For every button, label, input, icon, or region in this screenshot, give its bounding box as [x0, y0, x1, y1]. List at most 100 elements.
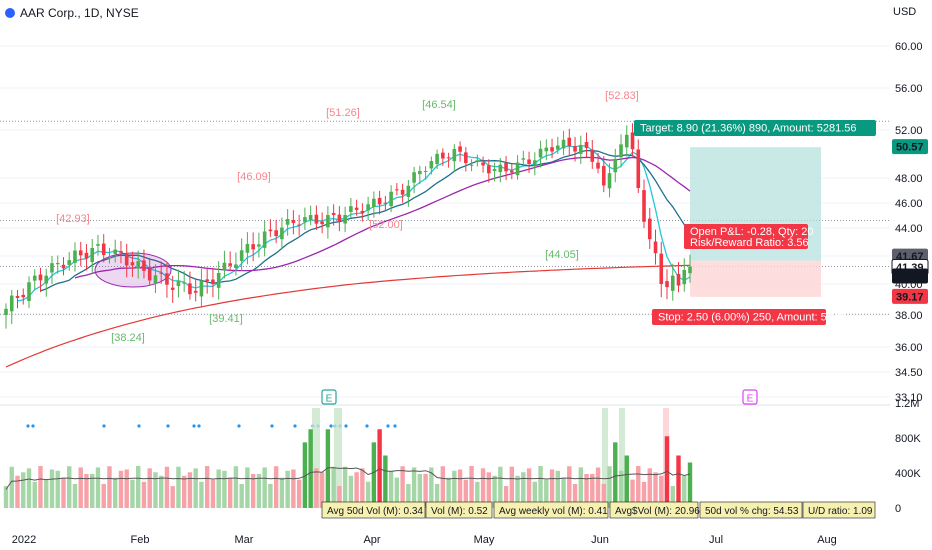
volume-bar: [532, 481, 538, 508]
candle-body: [647, 218, 652, 240]
volume-bar: [423, 473, 428, 508]
volume-bar: [136, 466, 141, 508]
consolidation-ellipse: [94, 252, 172, 288]
volume-bar: [463, 479, 469, 508]
candle-body: [21, 294, 26, 298]
candle-body: [446, 157, 451, 159]
candle-body: [147, 268, 152, 281]
candle-body: [44, 275, 49, 284]
volume-tick-label: 400K: [895, 468, 921, 480]
volume-bar: [61, 477, 66, 508]
volume-bar: [72, 483, 78, 508]
axis-tag-label: 41.25: [896, 271, 924, 283]
volume-bar: [515, 475, 520, 508]
volume-bar: [331, 466, 336, 508]
volume-bar: [503, 486, 509, 508]
stop-label-bg: [652, 309, 826, 325]
candle-body: [469, 164, 474, 166]
candle-body: [90, 247, 95, 263]
volume-bar: [118, 470, 124, 508]
candle-body: [412, 172, 416, 183]
volume-stat-box: [802, 501, 876, 519]
candle-body: [142, 260, 146, 271]
swing-label: [38.24]: [111, 332, 145, 344]
swing-label: [46.54]: [422, 99, 456, 111]
candle-body: [481, 162, 485, 166]
volume-bar: [44, 479, 49, 508]
volume-bar: [641, 481, 647, 508]
signal-dot: [365, 424, 369, 428]
swing-label: [46.09]: [237, 171, 271, 183]
time-axis-label: May: [474, 534, 495, 546]
volume-bar: [291, 469, 296, 508]
volume-bar: [411, 467, 417, 508]
volume-bar: [584, 473, 589, 508]
volume-bar: [388, 470, 394, 508]
price-tick-label: 52.00: [895, 125, 923, 137]
pnl-label: Open P&L: -0.28, Qty: 20: [690, 226, 814, 238]
price-tick-label: 46.00: [895, 198, 923, 210]
candle-body: [119, 251, 123, 253]
volume-bar: [440, 466, 446, 508]
signal-dot: [293, 424, 297, 428]
candle-body: [326, 215, 330, 228]
volume-bar: [526, 468, 532, 508]
volume-stat-box: [609, 501, 699, 519]
volume-tick-label: 800K: [895, 433, 921, 445]
volume-stat-label: U/D ratio: 1.09: [808, 506, 873, 517]
earnings-marker[interactable]: [742, 389, 758, 405]
volume-bar: [561, 477, 566, 508]
signal-dot: [393, 424, 397, 428]
volume-bar: [446, 477, 451, 508]
price-tick-label: 44.00: [895, 223, 923, 235]
swing-price-labels: [42.93] [38.24] [46.09] [39.41] [51.26] [46.5…: [56, 90, 639, 344]
volume-bar: [486, 472, 492, 508]
candle-body: [274, 230, 278, 237]
volume-bar: [245, 467, 250, 508]
signal-dot: [197, 424, 201, 428]
candle-body: [9, 295, 14, 312]
volume-bar: [417, 473, 423, 508]
candle-body: [170, 287, 175, 290]
candle-body: [360, 210, 365, 214]
volume-bar: [38, 466, 43, 508]
volume-bar: [285, 470, 290, 508]
volume-bar: [337, 486, 342, 508]
volume-bar: [360, 468, 365, 508]
candle-body: [285, 218, 290, 225]
candle-body: [32, 275, 37, 281]
volume-bar: [170, 486, 175, 508]
candle-body: [251, 244, 255, 250]
volume-bar: [176, 466, 181, 508]
earnings-marker[interactable]: [321, 389, 337, 405]
signal-dot: [166, 424, 170, 428]
price-tick-label: 48.00: [895, 173, 923, 185]
volume-bar: [653, 472, 658, 508]
candle-body: [406, 185, 411, 197]
volume-bar: [26, 468, 32, 508]
volume-bar: [354, 472, 359, 508]
candle-body: [538, 148, 543, 158]
candle-body: [441, 152, 445, 159]
time-axis-label: Jul: [709, 534, 723, 546]
candle-body: [303, 217, 307, 222]
volume-bar: [394, 477, 400, 508]
candle-body: [234, 264, 238, 269]
earnings-marker-label: E: [747, 394, 754, 405]
volume-bar: [636, 466, 641, 508]
candle-body: [205, 279, 209, 282]
volume-bar: [141, 481, 147, 508]
currency-label: USD: [893, 6, 916, 18]
volume-bar: [555, 470, 560, 508]
volume-tick-label: 0: [895, 503, 901, 515]
candle-body: [136, 261, 141, 269]
volume-bar: [124, 469, 129, 508]
candle-body: [607, 173, 612, 189]
candle-body: [239, 250, 244, 261]
candle-body: [555, 145, 560, 150]
pnl-box: [684, 224, 808, 249]
candle-body: [389, 191, 393, 207]
volume-bar: [348, 475, 354, 508]
